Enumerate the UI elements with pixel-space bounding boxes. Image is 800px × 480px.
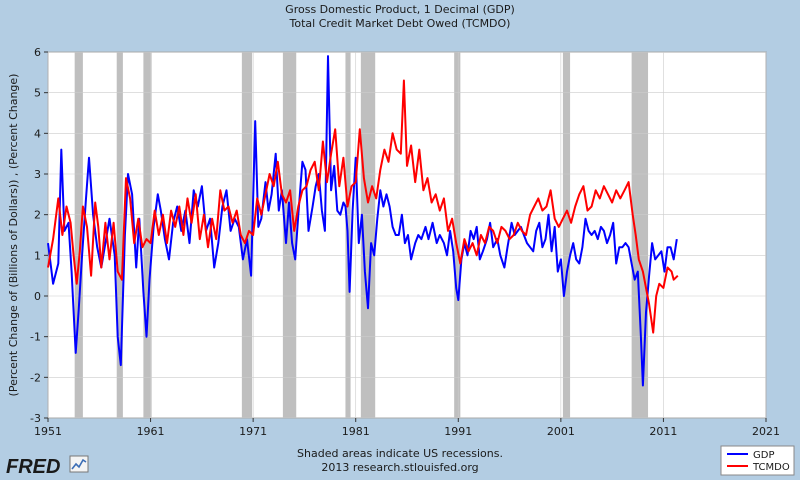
x-tick-label-0: 1951 — [34, 425, 62, 438]
fred-logo-text: FRED — [6, 456, 60, 478]
axis-ticks: 1951 1961 1971 1981 1991 2001 2011 2021 -3 -2 -1 0 1… — [30, 46, 780, 438]
legend-label-gdp: GDP — [753, 450, 774, 461]
y-tick-label-6: 3 — [34, 168, 41, 181]
legend: GDP TCMDO — [720, 445, 795, 476]
chart-title: Gross Domestic Product, 1 Decimal (GDP) — [285, 3, 515, 16]
recession-band-8 — [562, 52, 571, 418]
legend-box — [720, 445, 795, 476]
y-axis-label: (Percent Change of (Billions of Dollars)… — [7, 74, 20, 397]
recession-band-0 — [74, 52, 83, 418]
x-tick-label-2: 1971 — [239, 425, 267, 438]
x-tick-label-1: 1961 — [137, 425, 165, 438]
recession-band-6 — [360, 52, 376, 418]
fred-logo-graph — [71, 458, 87, 470]
recession-band-9 — [631, 52, 649, 418]
recession-band-7 — [454, 52, 461, 418]
y-tick-label-5: 2 — [34, 209, 41, 222]
recession-band-4 — [282, 52, 297, 418]
x-tick-label-7: 2021 — [752, 425, 780, 438]
recession-band-1 — [116, 52, 123, 418]
y-tick-label-9: 6 — [34, 46, 41, 59]
legend-label-tcmdo: TCMDO — [752, 462, 790, 473]
series-line-tcmdo — [47, 79, 679, 334]
chart-subtitle: Total Credit Market Debt Owed (TCMDO) — [289, 17, 511, 30]
x-tick-label-3: 1981 — [342, 425, 370, 438]
series-lines — [47, 55, 679, 387]
y-tick-label-1: -2 — [30, 371, 41, 384]
fred-logo-icon — [69, 455, 89, 473]
fred-logo: FRED — [6, 455, 89, 478]
series-line-gdp — [47, 55, 678, 387]
recession-band-2 — [143, 52, 152, 418]
y-tick-label-7: 4 — [34, 127, 41, 140]
grid-lines — [47, 51, 767, 419]
x-tick-label-5: 2001 — [547, 425, 575, 438]
y-tick-label-0: -3 — [30, 412, 41, 425]
x-tick-label-4: 1991 — [444, 425, 472, 438]
y-tick-label-4: 1 — [34, 249, 41, 262]
y-tick-label-8: 5 — [34, 87, 41, 100]
y-tick-label-2: -1 — [30, 331, 41, 344]
y-tick-label-3: 0 — [34, 290, 41, 303]
recession-note: Shaded areas indicate US recessions. — [297, 447, 503, 460]
x-tick-label-6: 2011 — [649, 425, 677, 438]
source-text: 2013 research.stlouisfed.org — [321, 461, 478, 474]
